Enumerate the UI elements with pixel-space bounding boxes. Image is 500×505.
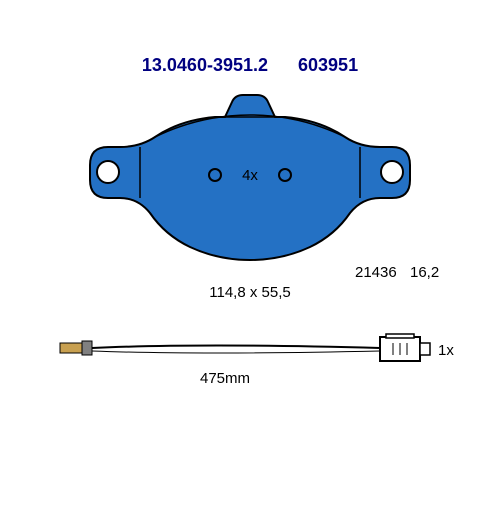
diagram-container: 4x 21436 16,2 114,8 x 55,5 475mm 1x [0, 85, 500, 500]
pad-thickness: 16,2 [410, 264, 439, 281]
part-number-secondary: 603951 [298, 55, 358, 76]
stamp-code: 21436 [355, 264, 397, 281]
pad-dimensions: 114,8 x 55,5 [209, 284, 290, 301]
wire-length: 475mm [200, 370, 250, 387]
header-bar: 13.0460-3951.2 603951 [40, 50, 460, 80]
pad-quantity-label: 4x [242, 167, 258, 184]
wire-quantity: 1x [438, 342, 454, 359]
wire-sensor [60, 334, 430, 361]
part-number-primary: 13.0460-3951.2 [142, 55, 268, 76]
